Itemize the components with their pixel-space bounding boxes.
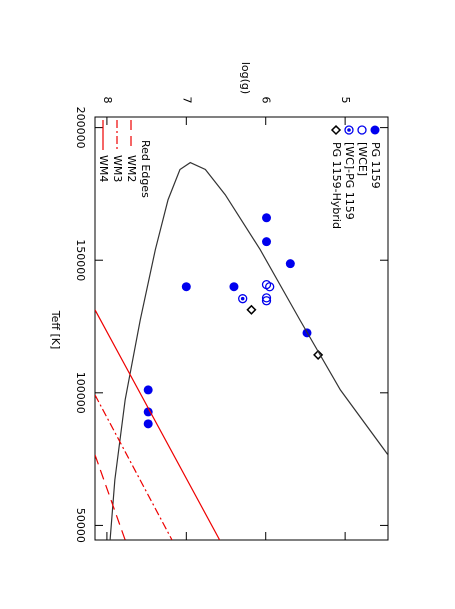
- legend-label: PG 1159: [369, 142, 382, 189]
- legend-title: Red Edges: [139, 140, 152, 198]
- point: [143, 419, 153, 429]
- plot-frame: [94, 116, 389, 541]
- point: [262, 237, 272, 247]
- point: [262, 213, 272, 223]
- x-tick-label: 100000: [74, 372, 87, 414]
- point: [344, 125, 354, 135]
- point: [285, 259, 295, 269]
- y-axis-title: log(g): [239, 62, 252, 94]
- line: [109, 161, 388, 540]
- x-tick-label: 50000: [74, 508, 87, 543]
- line: [95, 309, 221, 540]
- x-axis-title: Teff [K]: [49, 310, 62, 350]
- point: [181, 282, 191, 292]
- point-center: [347, 128, 351, 132]
- point: [261, 293, 272, 303]
- legend-label: WM2: [125, 155, 138, 182]
- legend-label: [WC]-PG 1159: [343, 142, 356, 220]
- point: [261, 296, 272, 306]
- y-tick-label: 5: [339, 97, 352, 104]
- legend-label: WM4: [97, 155, 110, 182]
- legend-label: PG 1159-Hybrid: [330, 142, 343, 229]
- y-tick-label: 7: [180, 97, 193, 104]
- point: [143, 385, 153, 395]
- y-tick-label: 6: [260, 97, 273, 104]
- legend-label: [WCE]: [356, 142, 369, 176]
- point: [238, 294, 248, 304]
- point: [265, 282, 275, 292]
- line: [95, 394, 173, 540]
- point: [246, 304, 257, 315]
- point: [330, 124, 342, 136]
- point: [143, 407, 153, 417]
- legend-label: WM3: [111, 155, 124, 182]
- point-center: [240, 296, 245, 301]
- point: [313, 349, 324, 360]
- line: [95, 454, 126, 540]
- point: [370, 125, 380, 135]
- point: [357, 125, 367, 135]
- x-tick-label: 150000: [74, 239, 87, 281]
- y-tick-label: 8: [101, 97, 114, 104]
- x-tick-label: 200000: [74, 107, 87, 149]
- point: [229, 282, 239, 292]
